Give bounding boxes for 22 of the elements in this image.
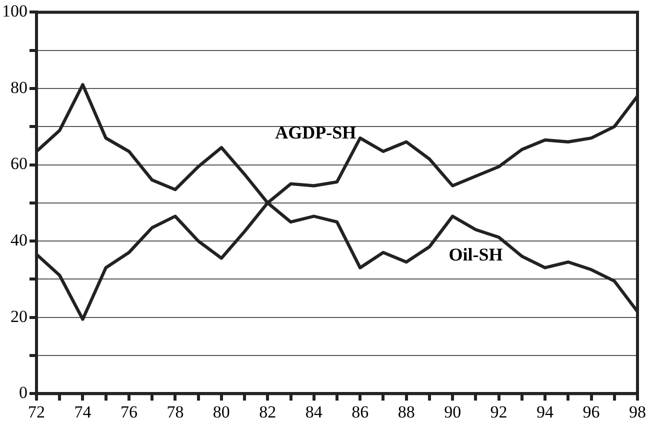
x-tick-label: 92 [490, 402, 508, 422]
y-tick-label: 60 [10, 154, 28, 174]
y-tick-label: 40 [10, 230, 28, 250]
series-label: Oil-SH [448, 244, 503, 264]
x-tick-label: 84 [305, 402, 323, 422]
x-tick-label: 94 [536, 402, 554, 422]
x-tick-label: 96 [582, 402, 600, 422]
x-tick-label: 98 [629, 402, 646, 422]
series-label: AGDP-SH [275, 122, 356, 143]
x-tick-label: 74 [74, 402, 92, 422]
x-tick-label: 86 [352, 402, 369, 422]
x-tick-label: 90 [444, 402, 462, 422]
x-tick-label: 82 [259, 402, 276, 422]
x-tick-label: 76 [120, 402, 138, 422]
y-tick-label: 20 [10, 306, 28, 326]
x-tick-label: 78 [166, 402, 184, 422]
y-tick-label: 100 [2, 2, 28, 21]
y-tick-label: 80 [10, 78, 28, 97]
y-tick-label: 0 [19, 383, 28, 402]
x-tick-label: 72 [28, 402, 45, 422]
x-tick-label: 88 [398, 402, 415, 422]
x-tick-label: 80 [212, 402, 230, 422]
